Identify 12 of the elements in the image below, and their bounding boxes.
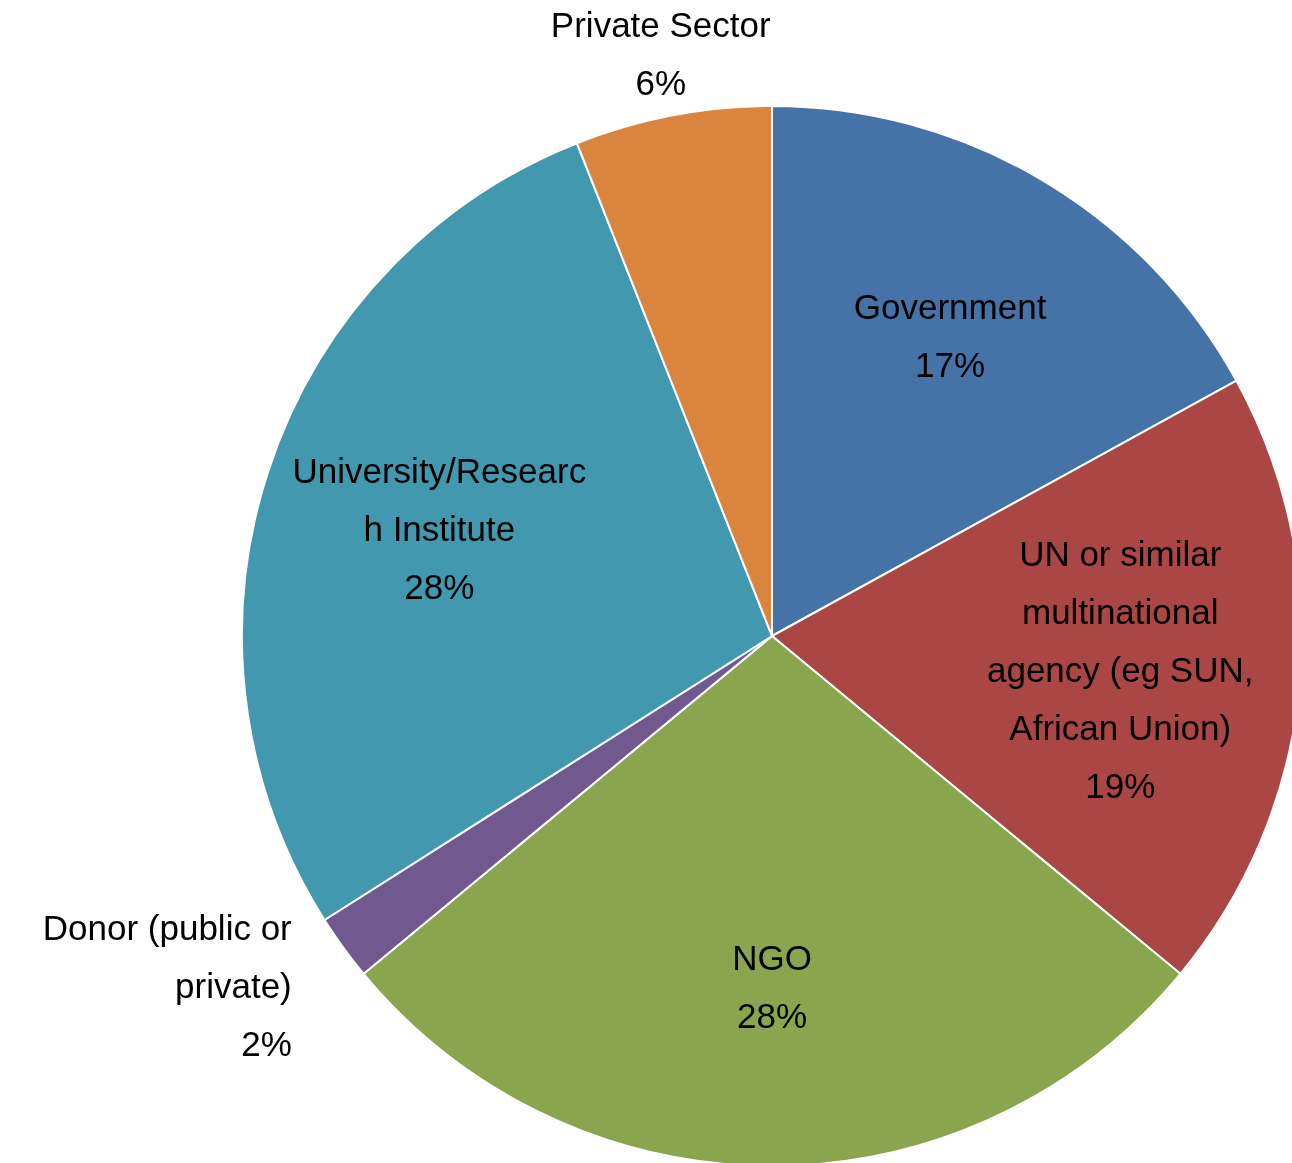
slice-label: NGO: [732, 937, 812, 977]
slice-label: University/Research Institute: [292, 450, 587, 548]
data-label: 6%: [635, 62, 687, 102]
data-label: 17%: [915, 344, 986, 384]
data-label: 28%: [404, 566, 475, 606]
slice-label: Donor (public or private): [42, 907, 293, 1005]
slice-label: Private Sector: [550, 4, 772, 44]
data-label: 19%: [1085, 765, 1156, 805]
data-label: 2%: [241, 1023, 292, 1063]
data-label: 28%: [736, 995, 808, 1035]
slice-label: UN or similar multinational agency (eg SUN, African Union): [986, 533, 1254, 747]
slice-label: Government: [853, 286, 1047, 326]
